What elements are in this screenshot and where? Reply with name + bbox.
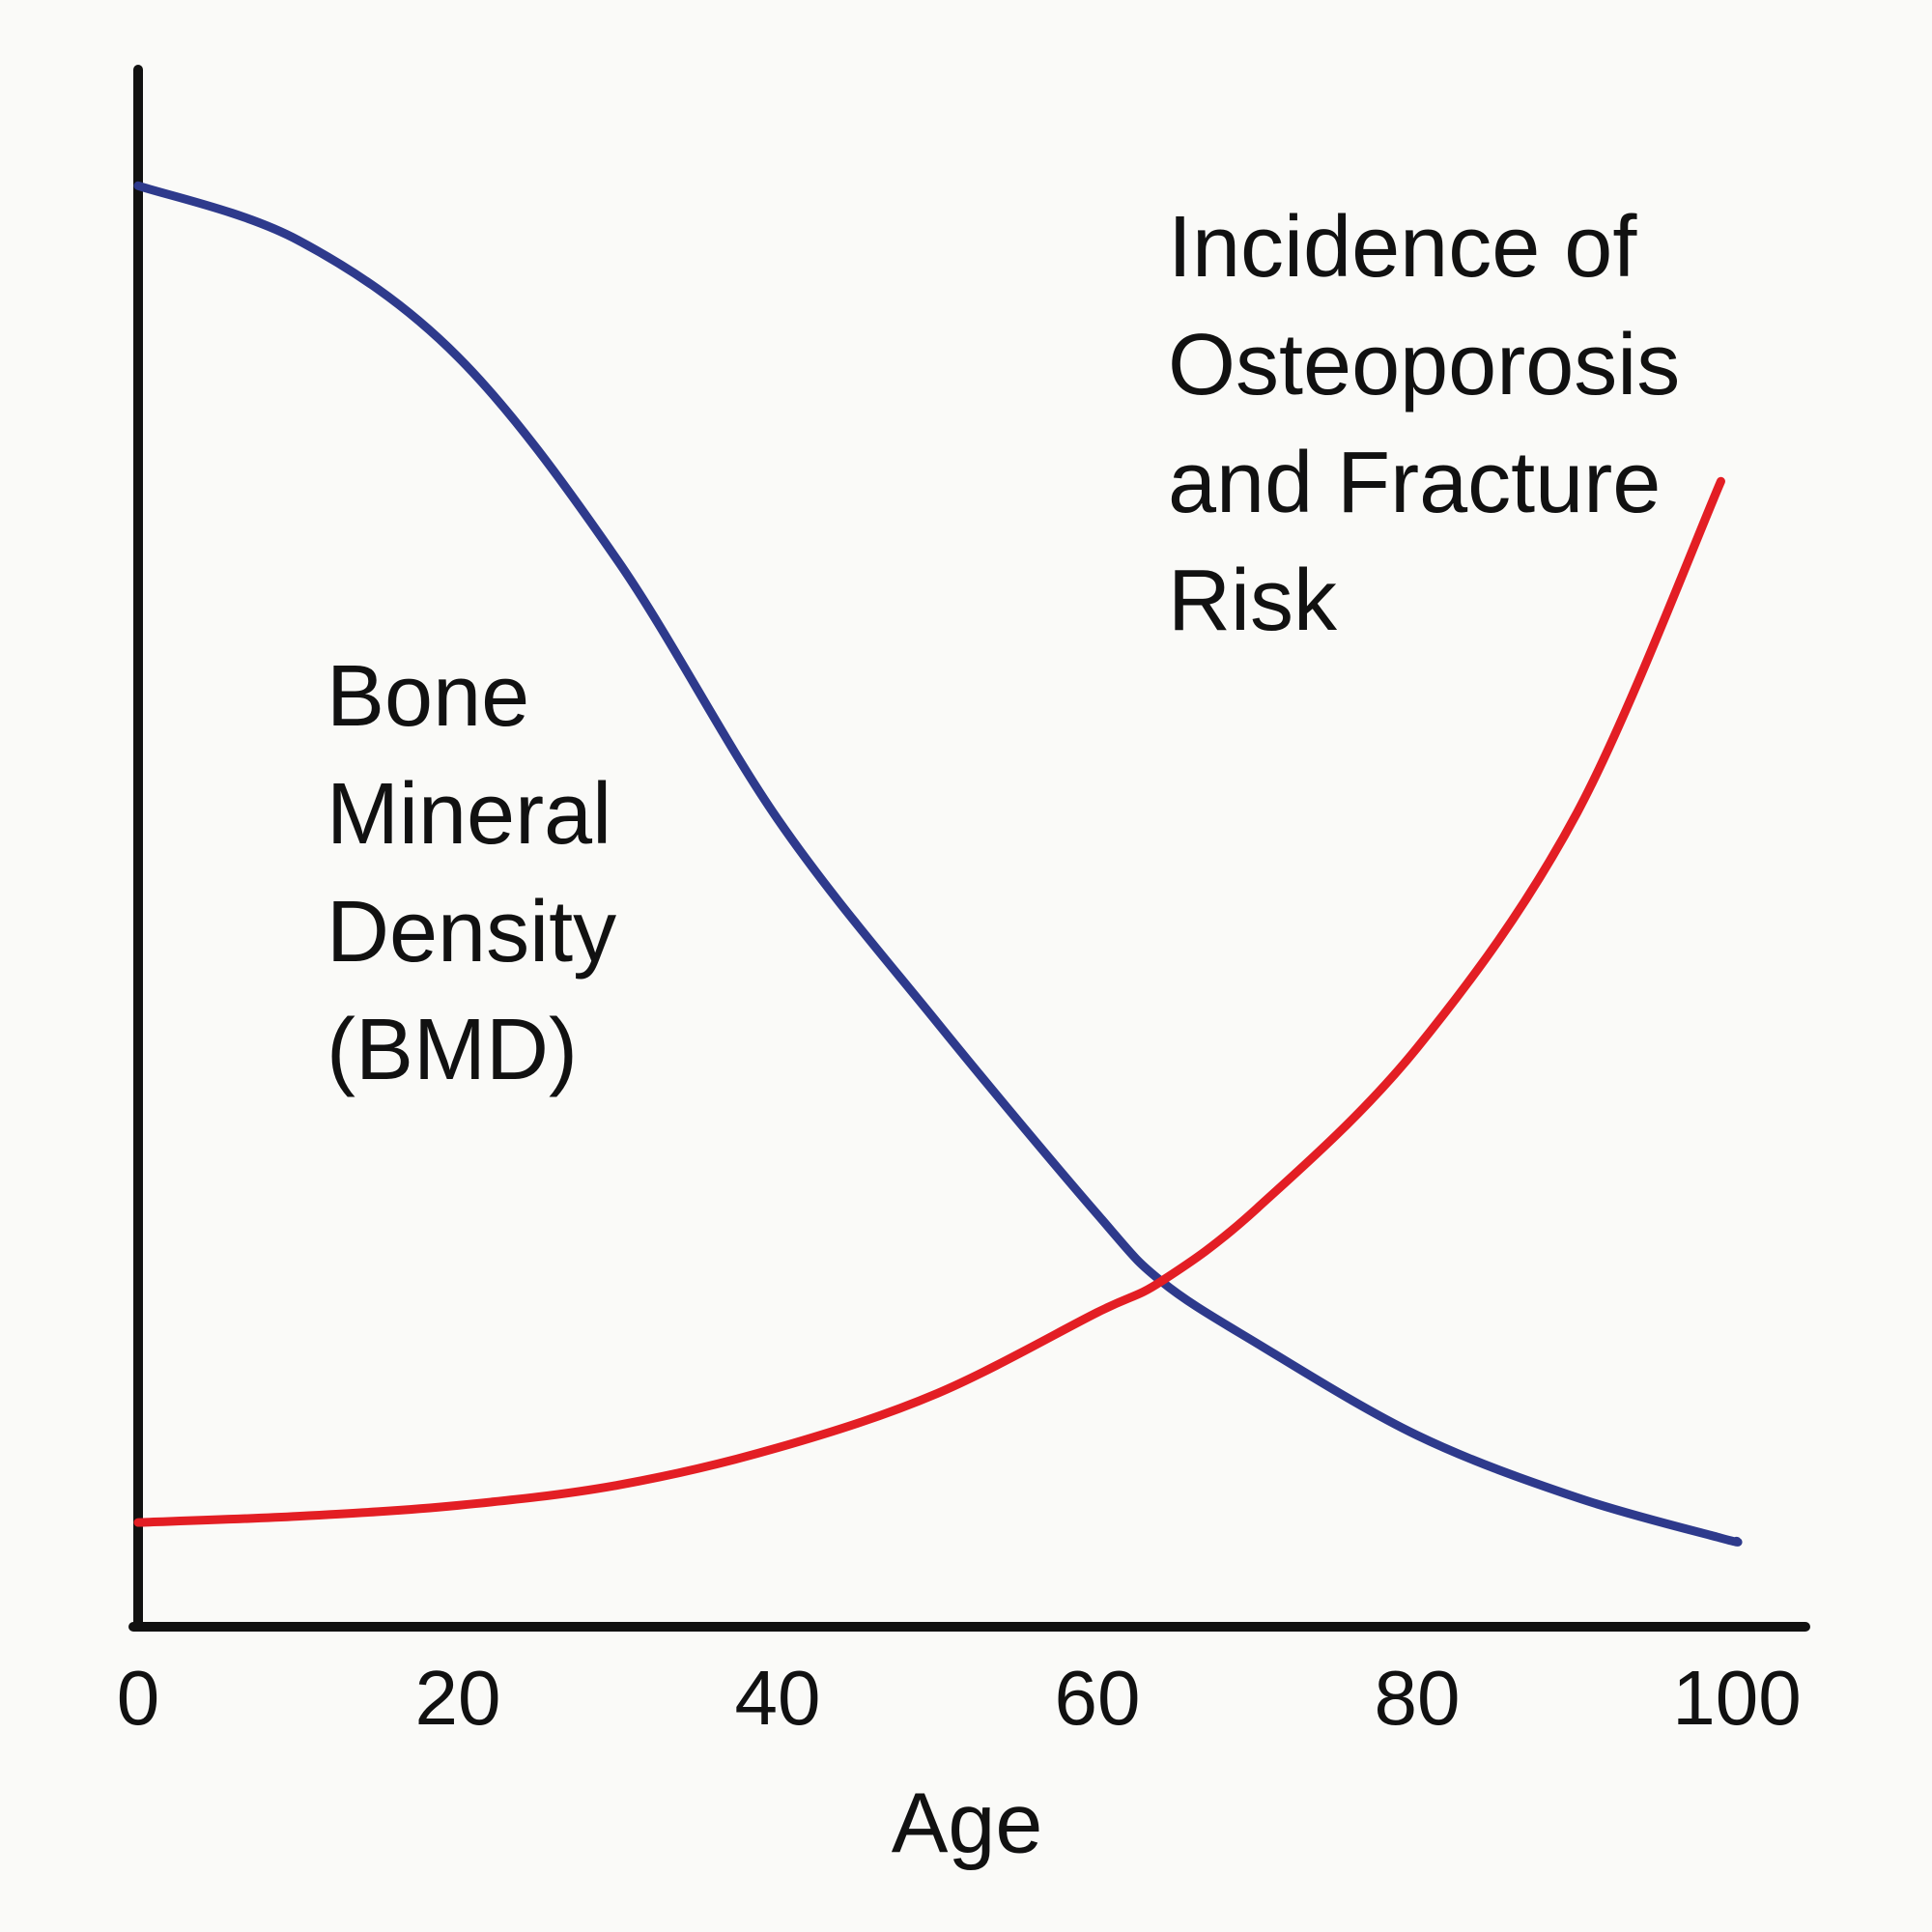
x-tick-label: 20 [415,1655,501,1741]
series-label: Incidence of Osteoporosis and Fracture R… [1168,199,1681,649]
x-tick-label: 60 [1055,1655,1141,1741]
series-label: Bone Mineral Density (BMD) [327,648,617,1098]
x-axis-label: Age [892,1775,1043,1870]
series-line [133,476,1725,1527]
x-tick-label: 40 [735,1655,821,1741]
x-tick-label: 80 [1375,1655,1461,1741]
x-tick-label: 100 [1672,1655,1801,1741]
series-line [133,181,1743,1547]
x-tick-label: 0 [117,1655,160,1741]
